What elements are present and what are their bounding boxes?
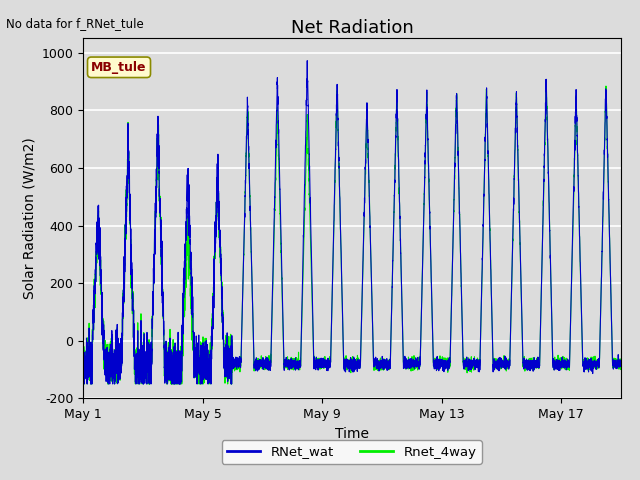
RNet_wat bbox=[617, 359, 625, 365]
RNet_wat bbox=[611, 364, 619, 370]
RNet_wat bbox=[260, 360, 268, 366]
Rnet_4way bbox=[80, 381, 88, 387]
Legend: RNet_wat, Rnet_4way: RNet_wat, Rnet_4way bbox=[222, 440, 482, 464]
Rnet_4way bbox=[79, 371, 87, 376]
Title: Net Radiation: Net Radiation bbox=[291, 19, 413, 37]
Rnet_4way bbox=[611, 359, 619, 365]
X-axis label: Time: Time bbox=[335, 427, 369, 441]
RNet_wat bbox=[176, 351, 184, 357]
Rnet_4way bbox=[179, 330, 186, 336]
Rnet_4way bbox=[542, 83, 550, 89]
Rnet_4way bbox=[101, 364, 109, 370]
Line: RNet_wat: RNet_wat bbox=[83, 60, 621, 384]
Line: Rnet_4way: Rnet_4way bbox=[83, 86, 621, 384]
Y-axis label: Solar Radiation (W/m2): Solar Radiation (W/m2) bbox=[22, 138, 36, 299]
Rnet_4way bbox=[176, 354, 184, 360]
Text: No data for f_RNet_tule: No data for f_RNet_tule bbox=[6, 17, 144, 30]
RNet_wat bbox=[303, 58, 311, 63]
RNet_wat bbox=[101, 372, 109, 378]
Rnet_4way bbox=[617, 357, 625, 362]
Rnet_4way bbox=[399, 347, 407, 352]
RNet_wat bbox=[79, 359, 87, 364]
RNet_wat bbox=[179, 322, 186, 328]
RNet_wat bbox=[80, 381, 88, 387]
Text: MB_tule: MB_tule bbox=[92, 61, 147, 74]
Rnet_4way bbox=[260, 362, 268, 368]
RNet_wat bbox=[399, 351, 407, 357]
